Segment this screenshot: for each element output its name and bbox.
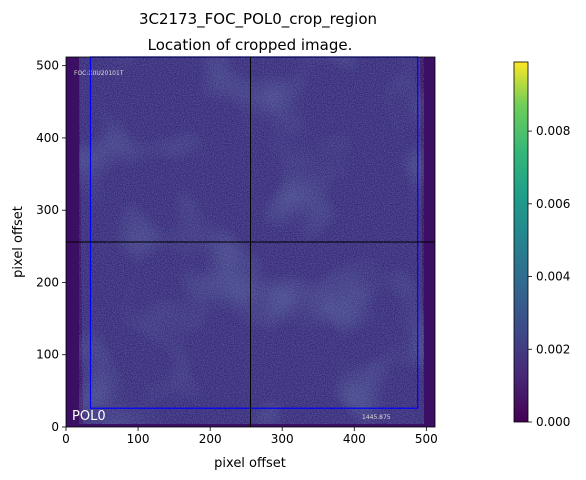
y-tick-label: 400 [36,131,59,145]
colorbar-tick-label: 0.002 [536,342,570,356]
overlay-footer-value: 1445.875 [362,414,391,421]
x-tick-label: 0 [62,432,70,446]
plot-axes: 0 100 200 300 400 500 0 100 200 300 400 500 [36,56,438,446]
y-tick-label: 200 [36,275,59,289]
colorbar-tick-label: 0.000 [536,415,570,429]
colorbar-ticks: 0.000 0.002 0.004 0.006 0.008 [528,124,570,429]
figure-subtitle: Location of cropped image. [148,36,353,54]
y-tick-label: 500 [36,59,59,73]
colorbar-tick-label: 0.004 [536,270,570,284]
x-axis-label: pixel offset [214,456,286,471]
colorbar-scale [513,61,529,423]
colorbar-tick-label: 0.006 [536,197,570,211]
x-tick-label: 400 [343,432,366,446]
x-tick-label: 300 [271,432,294,446]
colorbar-tick-label: 0.008 [536,124,570,138]
x-tick-label: 500 [415,432,438,446]
x-tick-label: 200 [199,432,222,446]
overlay-header-text: FOC:X0U20101T [74,70,124,77]
plot-frame [65,56,436,428]
y-axis-label: pixel offset [11,206,26,278]
y-tick-label: 0 [51,420,59,434]
overlay-filter-label: POL0 [72,409,106,424]
y-tick-label: 300 [36,203,59,217]
y-tick-label: 100 [36,348,59,362]
noise-blobs [79,57,424,424]
figure-title: 3C2173_FOC_POL0_crop_region [139,10,377,29]
x-tick-label: 100 [127,432,150,446]
